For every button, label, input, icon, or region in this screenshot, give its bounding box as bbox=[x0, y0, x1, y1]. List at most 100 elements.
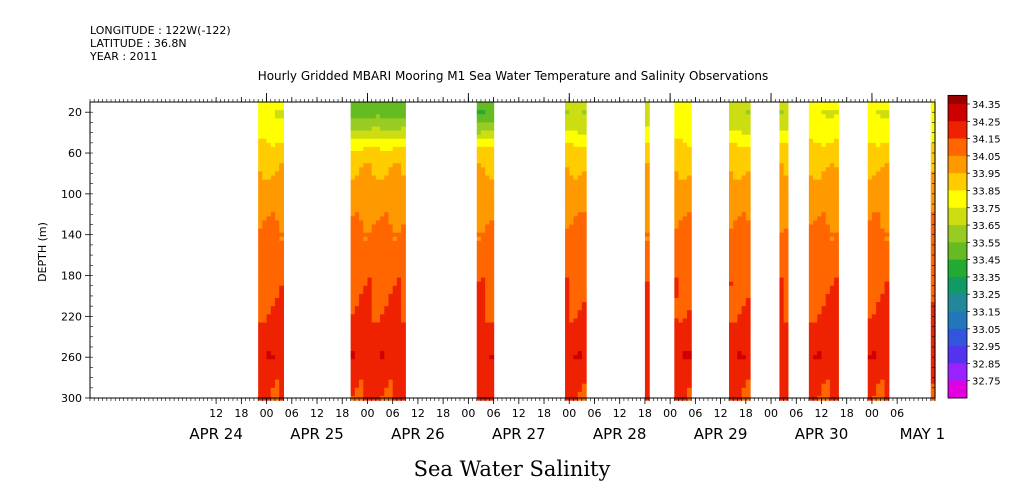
salinity-cell bbox=[930, 224, 936, 230]
salinity-cell bbox=[813, 187, 818, 193]
salinity-cell bbox=[678, 216, 684, 221]
salinity-cell bbox=[813, 359, 818, 364]
salinity-cell bbox=[266, 367, 272, 373]
salinity-cell bbox=[274, 261, 280, 266]
salinity-cell bbox=[262, 179, 268, 185]
salinity-cell bbox=[745, 195, 751, 201]
salinity-cell bbox=[577, 142, 583, 148]
salinity-cell bbox=[258, 330, 263, 336]
salinity-cell bbox=[741, 289, 747, 295]
salinity-cell bbox=[262, 355, 268, 360]
salinity-cell bbox=[884, 363, 890, 368]
salinity-cell bbox=[930, 118, 936, 124]
salinity-cell bbox=[569, 167, 575, 172]
salinity-cell bbox=[644, 297, 650, 303]
salinity-cell bbox=[569, 155, 575, 160]
salinity-cell bbox=[371, 285, 377, 291]
salinity-cell bbox=[392, 265, 398, 270]
salinity-cell bbox=[867, 265, 873, 270]
salinity-cell bbox=[733, 155, 739, 160]
salinity-cell bbox=[359, 359, 364, 364]
salinity-cell bbox=[829, 216, 835, 221]
colorbar-label: 34.35 bbox=[972, 100, 1001, 111]
salinity-cell bbox=[401, 269, 406, 275]
salinity-cell bbox=[392, 138, 398, 144]
salinity-cell bbox=[871, 126, 877, 132]
salinity-cell bbox=[279, 228, 284, 234]
salinity-cell bbox=[581, 232, 587, 238]
salinity-cell bbox=[380, 248, 385, 254]
salinity-cell bbox=[745, 138, 751, 144]
salinity-cell bbox=[686, 175, 692, 181]
salinity-cell bbox=[813, 163, 818, 168]
salinity-cell bbox=[577, 334, 583, 340]
salinity-cell bbox=[480, 342, 486, 348]
salinity-cell bbox=[354, 306, 360, 311]
salinity-cell bbox=[829, 359, 835, 364]
salinity-cell bbox=[930, 187, 936, 193]
salinity-cell bbox=[825, 155, 831, 160]
salinity-cell bbox=[350, 244, 356, 250]
salinity-cell bbox=[817, 171, 823, 177]
salinity-cell bbox=[783, 240, 789, 246]
salinity-cell bbox=[262, 224, 268, 230]
salinity-cell bbox=[674, 224, 680, 230]
salinity-cell bbox=[644, 224, 650, 230]
salinity-cell bbox=[476, 297, 482, 303]
salinity-cell bbox=[829, 244, 835, 250]
salinity-cell bbox=[380, 265, 385, 270]
salinity-cell bbox=[485, 281, 490, 287]
salinity-cell bbox=[829, 175, 835, 181]
salinity-cell bbox=[644, 134, 650, 140]
salinity-cell bbox=[821, 253, 827, 258]
salinity-cell bbox=[674, 363, 680, 368]
salinity-cell bbox=[678, 269, 684, 275]
salinity-cell bbox=[884, 150, 890, 156]
salinity-cell bbox=[867, 306, 873, 311]
salinity-cell bbox=[279, 293, 284, 299]
colorbar-swatch bbox=[948, 225, 967, 243]
salinity-cell bbox=[363, 273, 369, 279]
salinity-cell bbox=[573, 155, 579, 160]
salinity-cell bbox=[817, 183, 823, 189]
salinity-cell bbox=[266, 191, 272, 197]
salinity-cell bbox=[871, 236, 877, 242]
salinity-cell bbox=[808, 248, 814, 254]
salinity-cell bbox=[363, 195, 369, 201]
salinity-cell bbox=[569, 102, 575, 107]
salinity-cell bbox=[392, 379, 398, 385]
salinity-cell bbox=[359, 383, 364, 389]
salinity-cell bbox=[354, 195, 360, 201]
salinity-cell bbox=[274, 134, 280, 140]
salinity-cell bbox=[678, 130, 684, 136]
salinity-cell bbox=[581, 383, 587, 389]
salinity-cell bbox=[783, 167, 789, 172]
salinity-cell bbox=[808, 126, 814, 132]
salinity-cell bbox=[279, 334, 284, 340]
salinity-cell bbox=[821, 277, 827, 283]
salinity-cell bbox=[880, 342, 886, 348]
salinity-cell bbox=[401, 118, 406, 124]
salinity-cell bbox=[363, 179, 369, 185]
salinity-cell bbox=[821, 102, 827, 107]
salinity-cell bbox=[829, 310, 835, 315]
x-tick-label: 06 bbox=[688, 407, 702, 420]
salinity-cell bbox=[682, 306, 688, 311]
salinity-cell bbox=[779, 240, 785, 246]
salinity-cell bbox=[270, 248, 276, 254]
salinity-cell bbox=[876, 216, 881, 221]
salinity-cell bbox=[380, 195, 385, 201]
salinity-cell bbox=[813, 216, 818, 221]
salinity-cell bbox=[783, 199, 789, 205]
salinity-cell bbox=[359, 269, 364, 275]
salinity-cell bbox=[644, 302, 650, 307]
salinity-cell bbox=[480, 232, 486, 238]
salinity-cell bbox=[489, 342, 495, 348]
salinity-cell bbox=[644, 375, 650, 381]
salinity-cell bbox=[682, 224, 688, 230]
salinity-cell bbox=[808, 195, 814, 201]
salinity-cell bbox=[367, 146, 373, 152]
salinity-cell bbox=[396, 314, 402, 319]
salinity-cell bbox=[392, 306, 398, 311]
salinity-cell bbox=[729, 322, 734, 328]
